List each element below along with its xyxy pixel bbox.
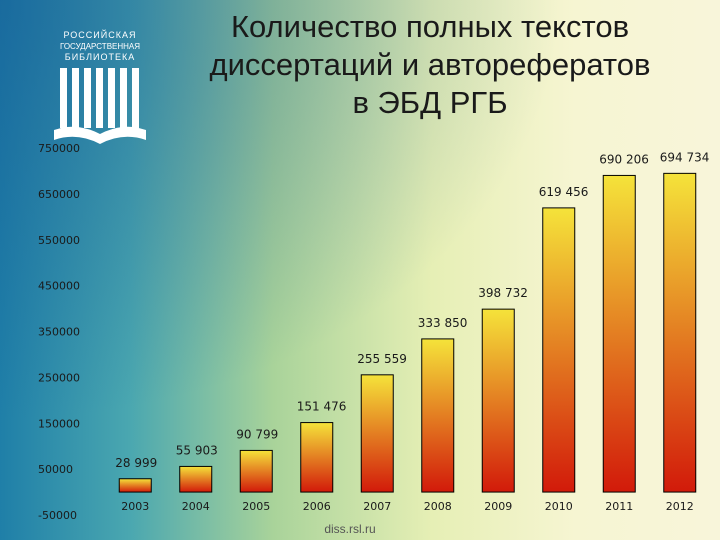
data-label: 255 559 (357, 352, 407, 366)
bar (482, 309, 514, 492)
x-tick-label: 2008 (424, 500, 452, 513)
x-tick-label: 2004 (182, 500, 210, 513)
y-tick-label: 50000 (38, 463, 73, 476)
y-tick-label: 150000 (38, 417, 80, 430)
y-tick-label: 650000 (38, 188, 80, 201)
bar (603, 175, 635, 492)
x-tick-label: 2010 (545, 500, 573, 513)
x-tick-label: 2006 (303, 500, 331, 513)
y-tick-label: 750000 (38, 142, 80, 155)
bars: 28 999 55 903 90 799 151 476 255 559 333 850 3… (115, 150, 709, 492)
bar (361, 375, 393, 492)
data-label: 151 476 (297, 400, 347, 414)
x-tick-label: 2003 (121, 500, 149, 513)
data-label: 28 999 (115, 456, 157, 470)
data-label: 690 206 (599, 152, 649, 166)
bar (240, 450, 272, 492)
data-label: 398 732 (478, 286, 528, 300)
y-tick-label: 250000 (38, 371, 80, 384)
data-label: 619 456 (539, 185, 589, 199)
bar (180, 466, 212, 492)
x-tick-label: 2007 (363, 500, 391, 513)
data-label: 333 850 (418, 316, 468, 330)
data-label: 55 903 (176, 443, 218, 457)
y-tick-label: 350000 (38, 326, 80, 339)
bar (301, 423, 333, 492)
bar (119, 479, 151, 492)
data-label: 90 799 (236, 427, 278, 441)
x-tick-label: 2011 (605, 500, 633, 513)
y-tick-label: 450000 (38, 280, 80, 293)
bar (422, 339, 454, 492)
x-tick-label: 2009 (484, 500, 512, 513)
bar (543, 208, 575, 492)
watermark: diss.rsl.ru (300, 522, 400, 536)
y-axis: -50000 50000 150000 250000 350000 450000 55000… (38, 142, 80, 522)
bar (664, 173, 696, 492)
x-tick-label: 2005 (242, 500, 270, 513)
y-tick-label: 550000 (38, 234, 80, 247)
x-axis: 2003 2004 2005 2006 2007 2008 2009 2010 2011 2012 (121, 500, 694, 513)
y-tick-label: -50000 (38, 509, 77, 522)
x-tick-label: 2012 (666, 500, 694, 513)
data-label: 694 734 (660, 150, 710, 164)
